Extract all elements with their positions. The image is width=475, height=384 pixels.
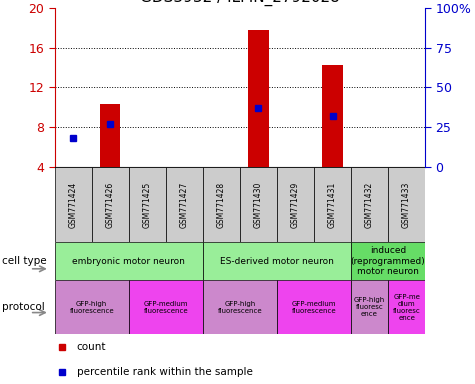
Bar [397,167,417,168]
Text: GFP-me
dium
fluoresc
ence: GFP-me dium fluoresc ence [393,294,420,321]
Text: GFP-medium
fluorescence: GFP-medium fluorescence [143,301,188,314]
Text: GSM771424: GSM771424 [69,181,77,228]
Bar [55,242,203,280]
Bar [351,242,425,280]
Text: GSM771431: GSM771431 [328,181,337,228]
Title: GDS3932 / ILMN_2792028: GDS3932 / ILMN_2792028 [140,0,340,6]
Text: GSM771428: GSM771428 [217,181,226,228]
Text: cell type: cell type [2,256,47,266]
Bar [129,167,166,242]
Text: GFP-high
fluorescence: GFP-high fluorescence [69,301,114,314]
Text: embryonic motor neuron: embryonic motor neuron [72,257,185,266]
Text: GSM771425: GSM771425 [143,181,152,228]
Bar [360,167,380,168]
Bar [137,167,157,168]
Bar [203,242,351,280]
Text: ES-derived motor neuron: ES-derived motor neuron [220,257,334,266]
Text: GSM771430: GSM771430 [254,181,263,228]
Bar [174,167,194,168]
Text: induced
(reprogrammed)
motor neuron: induced (reprogrammed) motor neuron [351,246,426,276]
Bar [388,280,425,334]
Bar [203,167,240,242]
Text: GSM771432: GSM771432 [365,181,374,228]
Text: GSM771427: GSM771427 [180,181,189,228]
Bar [240,167,277,242]
Bar [323,65,342,167]
Bar [63,167,83,168]
Text: GFP-high
fluoresc
ence: GFP-high fluoresc ence [354,297,385,317]
Text: GSM771426: GSM771426 [106,181,114,228]
Bar [92,167,129,242]
Text: GSM771429: GSM771429 [291,181,300,228]
Bar [55,280,129,334]
Bar [314,167,351,242]
Bar [248,30,268,167]
Bar [351,280,388,334]
Text: GFP-medium
fluorescence: GFP-medium fluorescence [292,301,336,314]
Bar [129,280,203,334]
Text: count: count [77,341,106,352]
Bar [211,167,231,168]
Bar [277,280,351,334]
Bar [388,167,425,242]
Text: protocol: protocol [2,302,45,312]
Text: GSM771433: GSM771433 [402,181,411,228]
Bar [351,167,388,242]
Bar [277,167,314,242]
Bar [166,167,203,242]
Bar [55,167,92,242]
Bar [285,167,305,168]
Bar [203,280,277,334]
Text: percentile rank within the sample: percentile rank within the sample [77,366,253,377]
Text: GFP-high
fluorescence: GFP-high fluorescence [218,301,262,314]
Bar [100,104,120,167]
